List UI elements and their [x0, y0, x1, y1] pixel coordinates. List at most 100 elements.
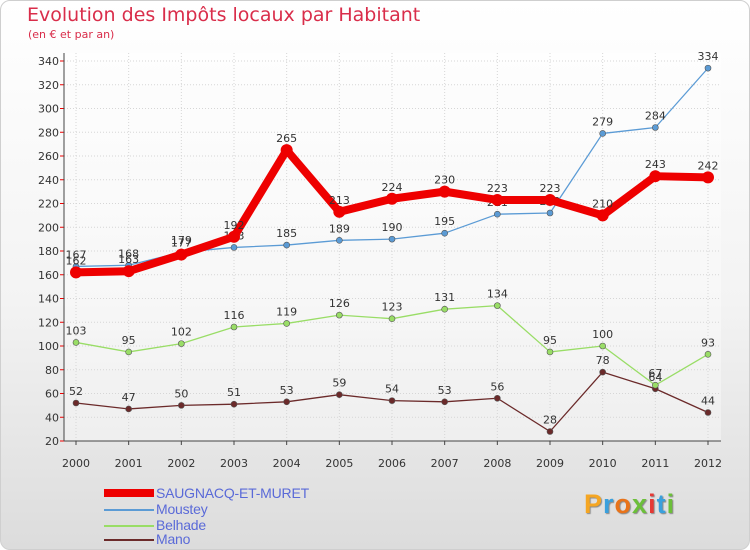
data-label: 123 — [382, 301, 403, 314]
data-point — [230, 400, 238, 408]
data-point — [178, 340, 185, 347]
legend-label: Moustey — [156, 501, 208, 517]
series-saugnacq-et-muret: 162 163 177 192 265 213 224 230 223 223 210 243 242 — [66, 132, 719, 279]
data-label: 95 — [122, 334, 136, 347]
x-tick-label: 2005 — [325, 457, 353, 470]
y-tick-label: 200 — [38, 221, 59, 234]
logo-letter: r — [603, 489, 615, 519]
legend-swatch — [104, 489, 154, 497]
data-point — [178, 402, 185, 409]
data-point — [704, 64, 712, 72]
data-label: 243 — [645, 158, 666, 171]
data-label: 179 — [171, 234, 192, 247]
data-label: 116 — [224, 309, 245, 322]
data-label: 223 — [540, 182, 561, 195]
data-point — [704, 409, 712, 416]
y-tick-label: 140 — [38, 293, 59, 306]
data-point — [336, 237, 343, 244]
data-label: 224 — [382, 181, 403, 194]
y-tick-label: 60 — [45, 388, 59, 401]
data-point — [652, 381, 659, 389]
y-tick-label: 160 — [38, 269, 59, 282]
data-point — [336, 311, 343, 319]
data-point — [125, 348, 132, 356]
data-point — [441, 398, 448, 406]
data-point — [283, 320, 290, 327]
data-label: 52 — [69, 385, 83, 398]
data-point — [494, 394, 501, 402]
data-point — [336, 391, 343, 398]
data-point — [72, 339, 80, 346]
data-point — [122, 265, 135, 278]
y-tick-label: 180 — [38, 245, 59, 258]
data-point — [283, 398, 290, 406]
x-tick-label: 2008 — [483, 457, 511, 470]
y-tick-label: 20 — [45, 435, 59, 448]
data-label: 131 — [434, 291, 455, 304]
data-label: 102 — [171, 326, 192, 339]
data-label: 167 — [66, 248, 87, 261]
data-label: 134 — [487, 288, 508, 301]
data-point — [546, 348, 554, 356]
data-point — [702, 171, 714, 184]
proxiti-logo: Proxiti — [584, 489, 675, 520]
data-point — [388, 397, 396, 404]
y-tick-label: 120 — [38, 316, 59, 329]
data-label: 189 — [329, 222, 350, 235]
data-label: 163 — [118, 253, 139, 266]
x-tick-label: 2004 — [273, 457, 301, 470]
chart-title: Evolution des Impôts locaux par Habitant — [27, 4, 421, 26]
data-label: 192 — [224, 219, 245, 232]
data-label: 230 — [434, 174, 455, 187]
data-label: 44 — [701, 395, 715, 408]
y-tick-label: 240 — [38, 174, 59, 187]
data-label: 279 — [592, 115, 613, 128]
x-tick-label: 2002 — [167, 457, 195, 470]
data-label: 213 — [329, 194, 350, 207]
data-point — [652, 124, 659, 131]
data-label: 190 — [382, 221, 403, 234]
logo-letter: x — [632, 489, 649, 519]
data-point — [494, 302, 501, 309]
legend-label: Mano — [156, 531, 191, 547]
logo-letter: i — [648, 489, 657, 519]
data-label: 284 — [645, 110, 666, 123]
data-label: 50 — [174, 387, 188, 400]
data-label: 223 — [487, 182, 508, 195]
y-tick-label: 300 — [38, 103, 59, 116]
y-tick-label: 220 — [38, 198, 59, 211]
x-tick-label: 2009 — [536, 457, 564, 470]
chart-subtitle: (en € et par an) — [28, 28, 115, 41]
x-tick-label: 2006 — [378, 457, 406, 470]
legend-swatch — [104, 525, 154, 527]
x-tick-label: 2003 — [220, 457, 248, 470]
plot-area — [64, 53, 721, 441]
y-tick-label: 100 — [38, 340, 59, 353]
data-point — [125, 405, 132, 413]
data-label: 242 — [698, 159, 719, 172]
data-point — [441, 229, 448, 237]
data-point — [494, 210, 501, 218]
x-tick-label: 2007 — [431, 457, 459, 470]
data-label: 53 — [438, 384, 452, 397]
data-point — [546, 428, 554, 435]
data-point — [72, 399, 80, 407]
data-point — [333, 205, 346, 218]
data-label: 54 — [385, 383, 399, 396]
data-label: 51 — [227, 386, 241, 399]
data-label: 59 — [332, 377, 346, 390]
x-tick-label: 2010 — [589, 457, 617, 470]
data-point — [441, 305, 448, 313]
data-label: 95 — [543, 334, 557, 347]
data-label: 78 — [596, 354, 610, 367]
data-label: 119 — [276, 305, 297, 318]
y-tick-label: 260 — [38, 150, 59, 163]
x-tick-label: 2012 — [694, 457, 722, 470]
series-mano: 52 47 50 51 53 59 54 53 56 28 78 64 44 — [69, 354, 715, 435]
legend-swatch — [104, 509, 154, 511]
data-point — [175, 248, 188, 261]
data-label: 28 — [543, 414, 557, 427]
data-label: 47 — [122, 391, 136, 404]
data-label: 265 — [276, 132, 297, 145]
data-label: 195 — [434, 215, 455, 228]
